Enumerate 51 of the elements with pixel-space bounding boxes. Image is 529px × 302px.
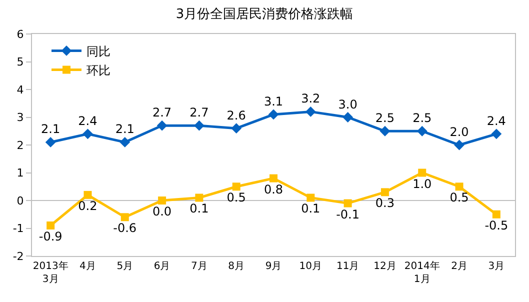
x-tick-label: 8月 (228, 261, 245, 272)
data-label: -0.6 (113, 221, 137, 236)
data-label: 2.7 (190, 106, 209, 120)
x-tick-label: 7月 (191, 261, 208, 272)
data-label: 2.5 (412, 111, 432, 126)
legend-label: 同比 (86, 44, 110, 58)
chart-title: 3月份全国居民消费价格涨跌幅 (176, 7, 354, 22)
data-label: -0.5 (484, 218, 508, 232)
data-label: 0.5 (226, 190, 246, 205)
y-tick-label: -1 (12, 222, 24, 236)
data-label: 3.1 (264, 94, 284, 108)
data-label: 0.2 (78, 198, 98, 213)
x-tick-label: 11月 (336, 261, 360, 272)
data-label: 0.1 (301, 202, 320, 216)
x-tick-label: 9月 (265, 261, 282, 272)
x-tick-label: 4月 (80, 261, 96, 272)
legend-label: 环比 (86, 63, 110, 78)
data-label: -0.1 (336, 207, 360, 222)
x-tick-label: 2013年 3月 (32, 260, 68, 285)
x-tick-label: 2月 (451, 261, 468, 272)
y-tick-label: 4 (16, 83, 24, 96)
y-tick-label: 6 (16, 28, 24, 41)
data-label: 2.5 (375, 111, 395, 126)
x-tick-label: 3月 (488, 261, 505, 272)
x-tick-label: 5月 (116, 261, 134, 272)
data-label: 2.7 (152, 106, 172, 120)
x-tick-label: 12月 (374, 261, 396, 272)
data-label: 0.0 (152, 204, 172, 218)
y-tick-label: 5 (16, 56, 24, 69)
data-label: 2.0 (450, 125, 469, 139)
data-label: 3.0 (338, 97, 358, 112)
x-tick-label: 6月 (154, 261, 170, 272)
y-tick-label: 1 (16, 166, 24, 180)
y-tick-label: 3 (16, 111, 24, 124)
data-label: 0.5 (450, 190, 469, 205)
data-label: 0.1 (190, 202, 209, 216)
data-label: 2.4 (78, 114, 98, 128)
y-tick-label: 0 (16, 194, 24, 208)
data-label: 3.2 (301, 92, 320, 106)
data-label: 1.0 (412, 176, 432, 191)
y-tick-label: -2 (12, 250, 24, 263)
y-tick-label: 2 (16, 138, 24, 152)
x-tick-label: 10月 (299, 261, 322, 272)
x-tick-label: 2014年 1月 (404, 260, 440, 285)
data-label: 2.1 (115, 122, 134, 136)
data-label: 2.1 (41, 122, 60, 136)
data-label: 2.6 (226, 108, 246, 122)
data-label: 0.3 (375, 196, 395, 210)
data-label: 2.4 (486, 114, 506, 128)
data-label: -0.9 (38, 229, 62, 244)
data-label: 0.8 (264, 182, 284, 196)
